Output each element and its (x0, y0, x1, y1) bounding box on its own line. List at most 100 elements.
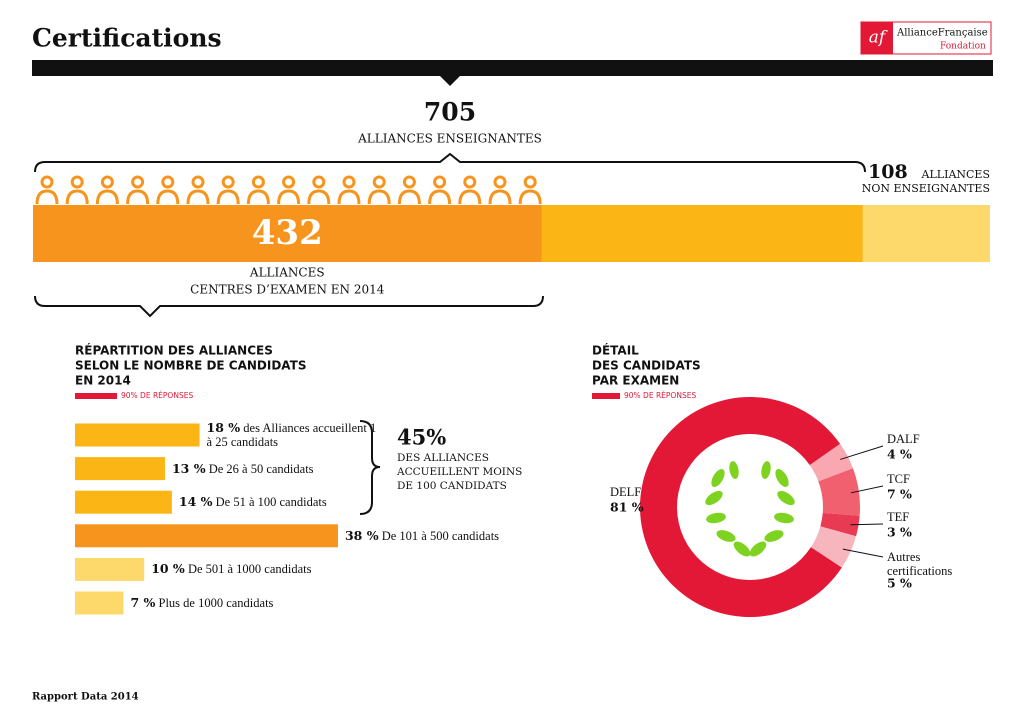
donut-slice (810, 526, 857, 568)
person-head (131, 175, 145, 189)
donut-slice (639, 396, 842, 617)
value-label: 4 % (887, 447, 912, 462)
leader-line (850, 523, 884, 526)
donut-slice (818, 468, 860, 516)
leaf (733, 541, 751, 557)
exam-label: CENTRES D’EXAMEN EN 2014 (190, 283, 385, 297)
section-title: PAR EXAMEN (592, 374, 679, 388)
leaf (716, 530, 736, 542)
section-title: DES CANDIDATS (592, 359, 701, 373)
bar-label: 38 % De 101 à 500 candidats (344, 527, 605, 543)
logo-square (861, 22, 893, 54)
leaf (774, 512, 794, 524)
bar-label: 18 % des Alliances accueillent 1 à 25 ca… (206, 420, 377, 450)
logo-sub: Fondation (940, 42, 986, 52)
bracket (359, 420, 381, 515)
leader-line (842, 548, 884, 558)
annotation-text: ACCUEILLENT MOINS (396, 466, 522, 478)
category-label: TEF (887, 510, 909, 524)
category-label: De 501 à 1000 candidats (187, 562, 312, 577)
annotation-value: 45% (397, 425, 446, 450)
category-label: De 26 à 50 candidats (208, 461, 314, 476)
value-label: 14 % (178, 494, 213, 510)
category-label: Plus de 1000 candidats (158, 596, 274, 610)
total-label: ALLIANCES ENSEIGNANTES (357, 132, 542, 146)
category-label: De 101 à 500 candidats (381, 528, 500, 543)
bar (75, 557, 145, 581)
bar-label: 10 % De 501 à 1000 candidats (151, 561, 411, 577)
value-label: 13 % (171, 460, 206, 476)
leader-line (840, 445, 884, 460)
page-title: Certifications (32, 24, 222, 53)
footer: Rapport Data 2014 (32, 692, 139, 703)
person-head (221, 175, 235, 189)
person-head (100, 175, 114, 189)
bar-label: 13 % De 26 à 50 candidats (171, 460, 432, 476)
category-label: TCF (887, 472, 910, 486)
person-body (458, 189, 482, 205)
person-body (367, 189, 391, 205)
value-label: 3 % (887, 525, 912, 540)
non-teaching-label: NON ENSEIGNANTES (862, 182, 990, 195)
non-teaching-label: ALLIANCES (921, 168, 990, 181)
brace-top (34, 152, 866, 173)
person-head (402, 175, 416, 189)
category-label: Autres certifications (887, 550, 953, 578)
laurel (705, 461, 795, 557)
bar-label: 14 % De 51 à 100 candidats (178, 494, 439, 510)
value-label: 81 % (610, 500, 644, 515)
person-head (191, 175, 205, 189)
leaf (705, 490, 723, 506)
bar-label: 7 % Plus de 1000 candidats (130, 595, 390, 611)
annotation-text: DE 100 CANDIDATS (397, 480, 507, 492)
leader-line (850, 485, 884, 494)
leaf (761, 461, 771, 479)
person-head (282, 175, 296, 189)
note-swatch (592, 393, 620, 399)
section-title: EN 2014 (75, 374, 131, 388)
donut-slice (809, 443, 853, 482)
logo-name: AllianceFrançaise (896, 28, 988, 39)
header-band (32, 60, 993, 76)
bar (75, 591, 124, 615)
person-body (518, 189, 542, 205)
person-body (186, 189, 210, 205)
value-label: 18 % (206, 420, 241, 435)
annotation-text: DES ALLIANCES (397, 452, 489, 464)
person-body (488, 189, 512, 205)
category-label: DELF (610, 485, 641, 499)
note: 90% DE RÉPONSES (121, 391, 193, 400)
person-head (433, 175, 447, 189)
bar (75, 524, 338, 548)
leaf (775, 468, 789, 488)
caret (440, 76, 460, 86)
person-body (307, 189, 331, 205)
person-head (372, 175, 386, 189)
leaf (706, 512, 726, 524)
bar (75, 423, 200, 447)
value-label: 38 % (344, 527, 379, 543)
person-head (40, 175, 54, 189)
person-head (312, 175, 326, 189)
value-label: 10 % (151, 561, 185, 577)
exam-label: ALLIANCES (249, 266, 325, 280)
brace-bottom (34, 295, 544, 318)
value-label: 5 % (887, 576, 912, 591)
note: 90% DE RÉPONSES (624, 391, 696, 400)
person-head (342, 175, 356, 189)
value-label: 7 % (130, 595, 156, 610)
total-value: 705 (424, 98, 476, 127)
person-body (65, 189, 89, 205)
person-body (397, 189, 421, 205)
leaf (711, 468, 725, 488)
bar-non-teaching (862, 205, 990, 262)
person-body (246, 189, 270, 205)
donut-slice (820, 512, 860, 537)
section-title: RÉPARTITION DES ALLIANCES (75, 343, 273, 358)
person-body (156, 189, 180, 205)
category-label: DALF (887, 432, 920, 446)
leaf (749, 541, 767, 557)
section-title: SELON LE NOMBRE DE CANDIDATS (75, 359, 307, 373)
logo-mark: af (869, 28, 888, 48)
